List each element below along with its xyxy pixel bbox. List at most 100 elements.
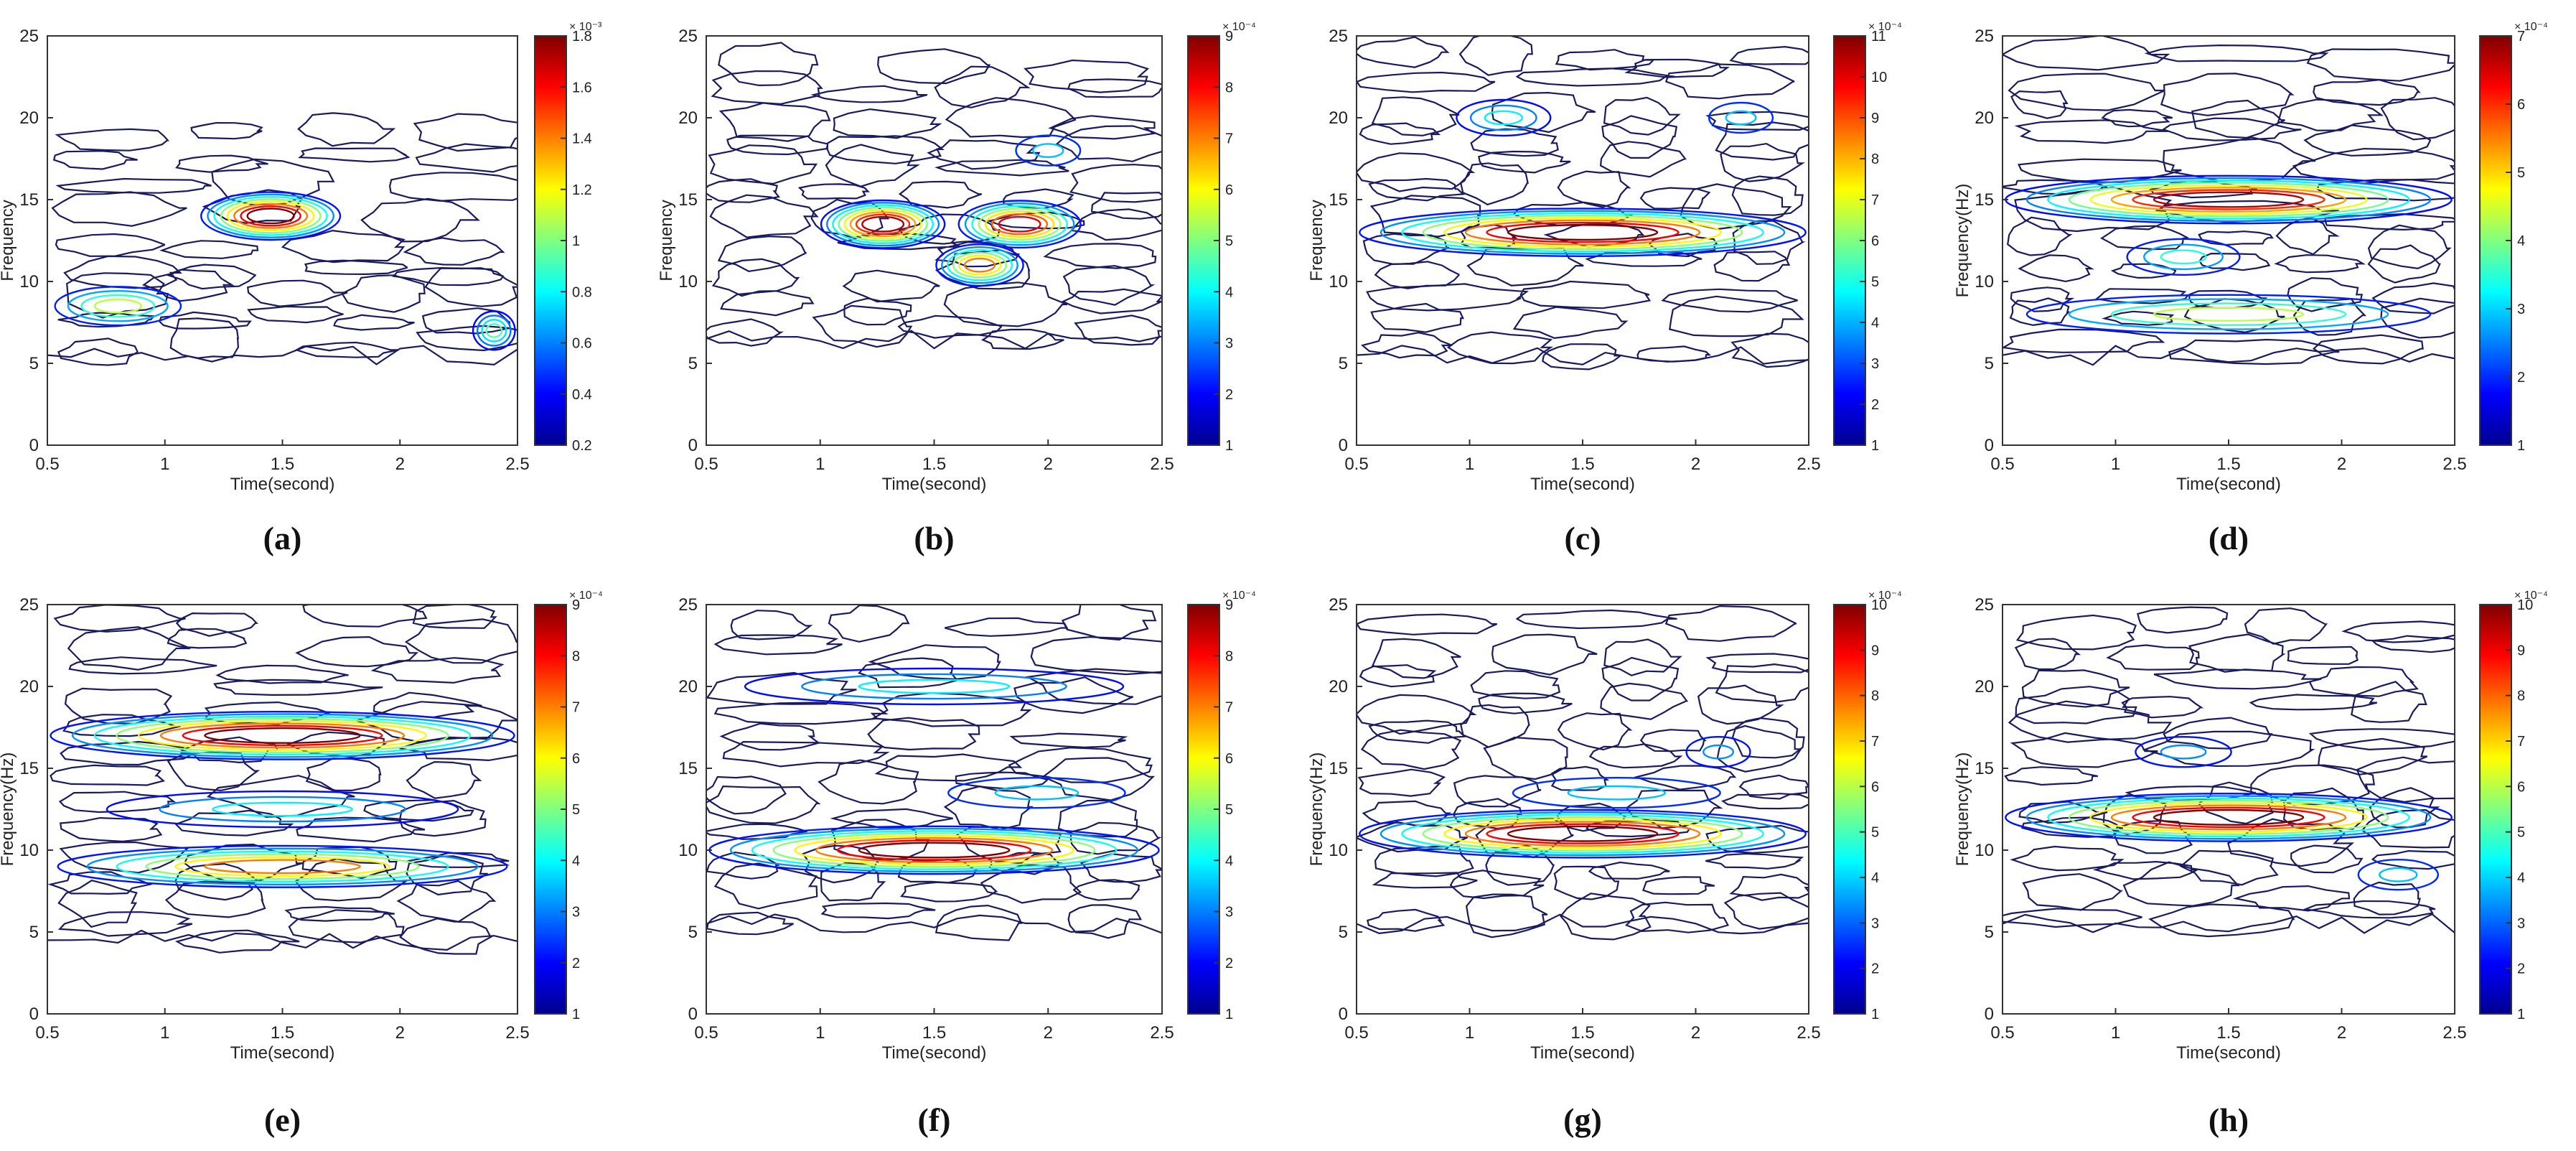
contour-level — [116, 717, 449, 753]
y-tick-label: 5 — [1985, 354, 1994, 373]
colorbar — [1833, 604, 1866, 1015]
contour-level — [978, 208, 1062, 241]
energy-band — [54, 286, 182, 327]
colorbar-tick-label: 9 — [1225, 597, 1233, 613]
x-axis-label: Time(second) — [882, 1043, 987, 1063]
contour-line — [2003, 328, 2424, 365]
contour-line — [2014, 117, 2432, 157]
contour-line — [1359, 115, 1809, 161]
contour-line — [1371, 633, 1809, 679]
colorbar-tick-label: 1 — [2517, 1007, 2525, 1022]
colorbar-tick-label: 2 — [1225, 387, 1233, 403]
y-tick-label: 15 — [1329, 190, 1348, 210]
colorbar-tick-label: 2 — [2517, 370, 2525, 386]
contour-level — [2110, 187, 2347, 213]
contour-level — [200, 191, 342, 241]
contour-level — [2068, 182, 2389, 218]
y-tick-label: 0 — [688, 1005, 698, 1024]
energy-band — [472, 310, 516, 351]
contour-level — [1469, 104, 1537, 131]
contour-level — [825, 202, 940, 247]
contour-level — [2025, 177, 2432, 223]
contour-level — [57, 844, 508, 888]
contour-line — [1372, 865, 1809, 901]
y-tick-label: 10 — [1975, 272, 1994, 292]
energy-band — [1685, 735, 1751, 768]
plot-background — [2003, 36, 2455, 445]
x-tick-label: 0.5 — [694, 1023, 718, 1043]
colorbar-tick-label: 10 — [1871, 597, 1887, 613]
x-tick-label: 2.5 — [505, 455, 529, 474]
y-tick-label: 5 — [29, 923, 39, 942]
colorbar-tick-label: 1.8 — [572, 29, 592, 45]
contour-level — [246, 208, 295, 225]
contour-line — [726, 125, 1162, 170]
colorbar-tick-label: 8 — [572, 648, 580, 664]
colorbar-tick-label: 7 — [2517, 734, 2525, 750]
x-tick-label: 2 — [2337, 1023, 2346, 1043]
colorbar-tick-label: 5 — [1871, 274, 1879, 290]
colorbar-tick-label: 4 — [2517, 870, 2525, 886]
contour-line — [1357, 605, 1797, 642]
contour-line — [2015, 681, 2427, 724]
contour-level — [207, 193, 335, 238]
contour-level — [481, 319, 507, 342]
panel-f: 0.5 1 1.5 2 2.5 0 5 10 15 20 25 Time(second) 1 2 3 4 5 6 7… — [678, 590, 1256, 1138]
colorbar-tick-label: 1 — [572, 233, 580, 249]
contour-level — [2132, 189, 2326, 210]
contour-level — [815, 837, 1053, 863]
x-tick-label: 2 — [1044, 1023, 1053, 1043]
energy-band — [1015, 134, 1082, 167]
colorbar-tick-label: 3 — [1871, 356, 1879, 372]
contour-level — [1401, 212, 1764, 253]
contour-level — [2132, 806, 2326, 829]
colorbar-tick-label: 10 — [1871, 70, 1887, 85]
y-axis-label: Frequency(Hz) — [1953, 752, 1972, 867]
contour-level — [233, 202, 309, 229]
colorbar-tick-label: 5 — [2517, 825, 2525, 841]
contour-level — [952, 251, 1007, 279]
energy-band — [744, 667, 1125, 706]
colorbar-tick-label: 3 — [2517, 915, 2525, 931]
contour-level — [744, 667, 1125, 706]
x-tick-label: 0.5 — [694, 455, 718, 474]
contour-level — [145, 853, 420, 880]
contour-line — [59, 799, 487, 843]
contour-line — [1374, 844, 1804, 886]
y-axis-label: Frequency(Hz) — [1307, 752, 1326, 867]
x-tick-label: 2 — [1691, 1023, 1700, 1043]
colorbar-tick-label: 0.8 — [572, 284, 592, 300]
contour-level — [2160, 249, 2207, 265]
colorbar-tick-label: 0.4 — [572, 387, 592, 403]
colorbar-tick-label: 7 — [1225, 131, 1233, 147]
x-tick-label: 1 — [2111, 1023, 2120, 1043]
contour-line — [2007, 216, 2452, 270]
y-tick-label: 15 — [19, 759, 39, 778]
y-tick-label: 25 — [1329, 27, 1348, 46]
y-axis-label: Frequency — [1307, 200, 1326, 281]
energy-band — [2025, 294, 2432, 335]
x-axis-label: Time(second) — [1530, 475, 1635, 494]
y-tick-label: 10 — [1329, 272, 1348, 292]
y-tick-label: 0 — [29, 1005, 39, 1024]
contour-line — [60, 731, 517, 766]
x-tick-label: 2 — [1691, 455, 1700, 474]
contour-line — [2009, 297, 2455, 339]
y-tick-label: 15 — [1975, 190, 1994, 210]
y-tick-label: 10 — [19, 841, 39, 860]
contour-level — [106, 790, 459, 829]
contour-line — [50, 750, 482, 799]
contour-line — [1357, 345, 1809, 365]
contour-level — [1725, 110, 1757, 126]
contour-line — [57, 909, 494, 955]
contour-level — [213, 195, 328, 236]
y-tick-label: 25 — [1975, 27, 1994, 46]
contour-line — [1357, 36, 1809, 78]
x-tick-label: 1.5 — [2216, 455, 2240, 474]
contour-line — [1357, 141, 1805, 192]
contour-level — [2379, 867, 2418, 882]
contour-level — [994, 785, 1079, 801]
colorbar-tick-label: 3 — [572, 905, 580, 921]
contour-level — [963, 257, 996, 273]
colorbar-tick-label: 2 — [572, 956, 580, 971]
